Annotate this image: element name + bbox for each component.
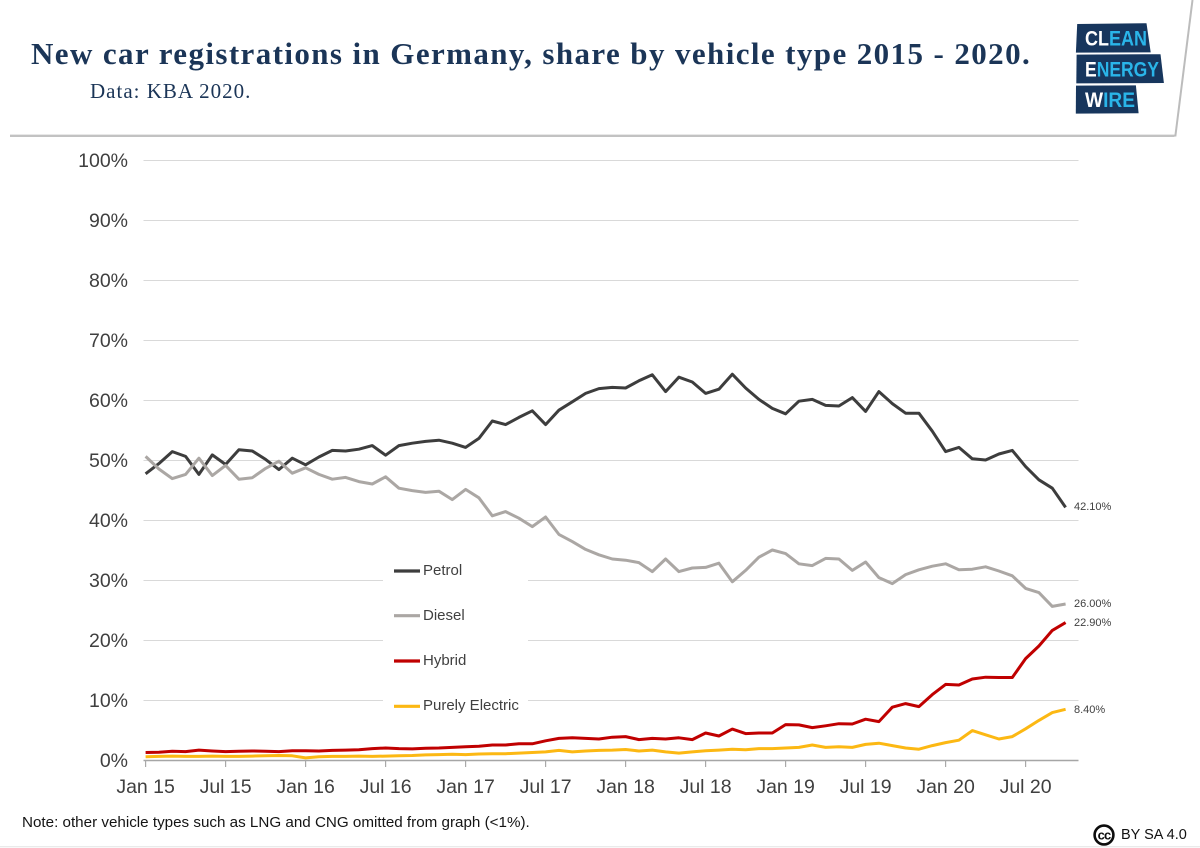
- svg-text:cc: cc: [1098, 828, 1111, 843]
- svg-text:WIRE: WIRE: [1085, 89, 1135, 112]
- svg-text:CLEAN: CLEAN: [1085, 27, 1147, 50]
- svg-text:ENERGY: ENERGY: [1085, 58, 1159, 81]
